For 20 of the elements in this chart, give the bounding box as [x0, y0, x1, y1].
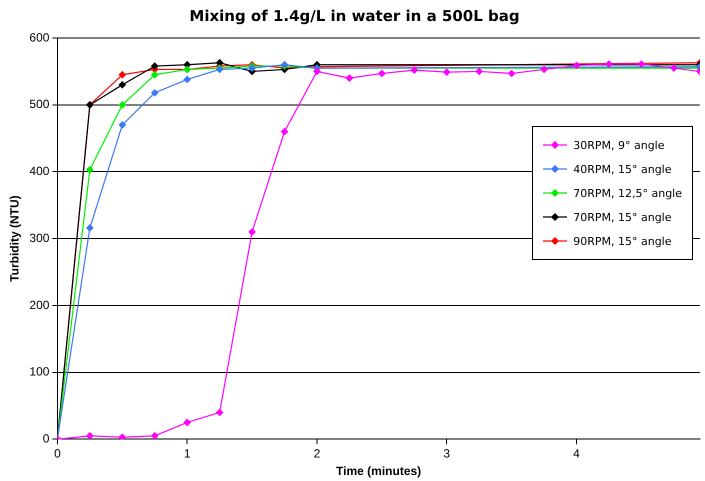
- legend-label: 40RPM, 15° angle: [573, 162, 672, 176]
- x-axis-title: Time (minutes): [336, 464, 422, 478]
- y-tick-label: 100: [29, 364, 50, 379]
- y-tick-label: 400: [29, 164, 50, 178]
- legend-label: 90RPM, 15° angle: [573, 234, 672, 248]
- legend-label: 30RPM, 9° angle: [573, 138, 665, 152]
- y-tick-label: 500: [29, 97, 50, 112]
- x-tick-label: 2: [314, 446, 321, 461]
- y-tick-label: 600: [29, 30, 50, 44]
- x-tick-label: 1: [184, 446, 191, 461]
- y-tick-label: 0: [42, 432, 50, 446]
- chart-title: Mixing of 1.4g/L in water in a 500L bag: [189, 6, 520, 25]
- y-tick-label: 200: [29, 298, 50, 312]
- y-axis-title: Turbidity (NTU): [8, 195, 22, 282]
- x-tick-label: 0: [54, 446, 62, 461]
- legend-label: 70RPM, 15° angle: [573, 210, 672, 224]
- legend-label: 70RPM, 12,5° angle: [573, 186, 682, 200]
- x-tick-label: 4: [573, 446, 580, 461]
- y-tick-label: 300: [29, 230, 50, 245]
- x-tick-label: 3: [443, 446, 450, 461]
